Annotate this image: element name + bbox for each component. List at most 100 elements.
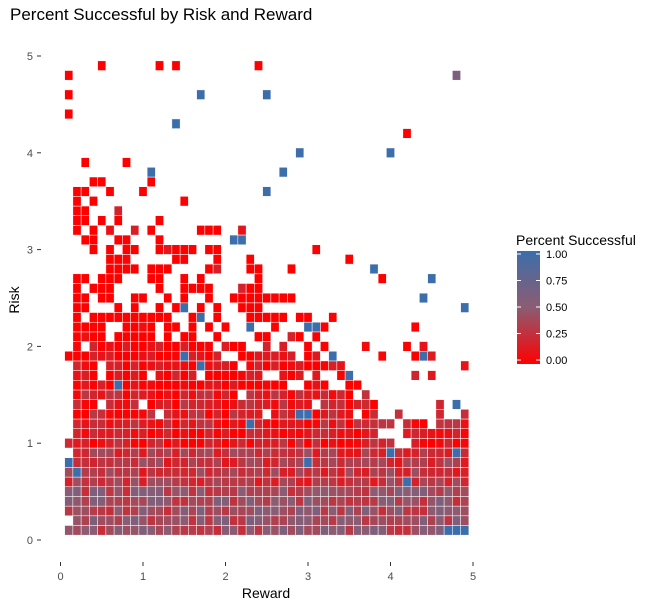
heatmap-cell — [188, 370, 197, 381]
heatmap-cell — [89, 380, 98, 391]
heatmap-cell — [80, 186, 90, 197]
heatmap-cells — [64, 60, 470, 536]
heatmap-cell — [196, 418, 206, 429]
heatmap-cell — [303, 380, 313, 391]
heatmap-cell — [270, 505, 280, 517]
heatmap-cell — [245, 525, 255, 536]
heatmap-cell — [72, 321, 82, 333]
heatmap-cell — [303, 360, 313, 371]
heatmap-cell — [89, 515, 98, 526]
heatmap-cell — [328, 457, 338, 468]
heatmap-cell — [254, 486, 263, 497]
heatmap-cell — [130, 350, 140, 362]
heatmap-cell — [361, 486, 371, 497]
heatmap-cell — [278, 505, 288, 517]
heatmap-cell — [229, 418, 239, 429]
heatmap-cell — [369, 447, 379, 458]
heatmap-cell — [212, 428, 222, 439]
heatmap-cell — [89, 225, 98, 236]
heatmap-cell — [80, 215, 90, 226]
heatmap-cell — [155, 263, 164, 275]
heatmap-cell — [204, 399, 214, 410]
heatmap-cell — [80, 157, 90, 168]
heatmap-cell — [122, 447, 131, 458]
heatmap-cell — [72, 370, 82, 381]
heatmap-cell — [89, 467, 98, 478]
heatmap-cell — [171, 467, 181, 478]
heatmap-cell — [138, 321, 148, 333]
heatmap-cell — [72, 312, 82, 323]
heatmap-cell — [196, 447, 206, 458]
heatmap-cell — [303, 457, 313, 468]
heatmap-cell — [188, 312, 197, 323]
heatmap-cell — [72, 399, 82, 410]
heatmap-cell — [179, 457, 189, 468]
heatmap-cell — [344, 505, 354, 517]
heatmap-cell — [229, 234, 239, 246]
heatmap-cell — [237, 476, 247, 488]
heatmap-cell — [105, 263, 115, 275]
heatmap-cell — [146, 380, 156, 391]
heatmap-cell — [410, 428, 420, 439]
heatmap-cell — [171, 302, 181, 313]
heatmap-cell — [278, 360, 288, 371]
heatmap-cell — [427, 467, 437, 478]
heatmap-cell — [113, 302, 123, 313]
heatmap-cell — [245, 486, 255, 497]
heatmap-cell — [419, 438, 428, 449]
heatmap-cell — [105, 244, 115, 255]
y-axis-title: Risk — [6, 285, 22, 313]
heatmap-cell — [443, 438, 453, 449]
heatmap-cell — [122, 244, 131, 255]
heatmap-cell — [344, 428, 354, 439]
heatmap-cell — [262, 515, 272, 526]
heatmap-cell — [427, 350, 437, 362]
heatmap-cell — [72, 457, 82, 468]
heatmap-cell — [163, 244, 173, 255]
heatmap-cell — [155, 341, 164, 352]
heatmap-cell — [336, 360, 346, 371]
heatmap-cell — [130, 476, 140, 488]
heatmap-cell — [254, 476, 263, 488]
heatmap-cell — [402, 486, 412, 497]
heatmap-cell — [179, 496, 189, 507]
heatmap-cell — [72, 515, 82, 526]
heatmap-cell — [221, 486, 230, 497]
heatmap-cell — [303, 467, 313, 478]
heatmap-cell — [97, 428, 107, 439]
heatmap-cell — [287, 496, 296, 507]
heatmap-cell — [278, 525, 288, 536]
heatmap-cell — [278, 438, 288, 449]
x-tick-label: 4 — [387, 571, 393, 583]
heatmap-cell — [435, 496, 445, 507]
heatmap-cell — [221, 360, 230, 371]
heatmap-cell — [254, 525, 263, 536]
heatmap-cell — [138, 350, 148, 362]
heatmap-cell — [221, 370, 230, 381]
heatmap-cell — [188, 525, 197, 536]
heatmap-cell — [328, 476, 338, 488]
heatmap-cell — [386, 505, 395, 517]
heatmap-cell — [179, 360, 189, 371]
heatmap-cell — [89, 196, 98, 207]
heatmap-cell — [122, 263, 131, 275]
heatmap-cell — [328, 360, 338, 371]
heatmap-cell — [80, 486, 90, 497]
heatmap-cell — [443, 496, 453, 507]
heatmap-cell — [130, 380, 140, 391]
heatmap-cell — [237, 409, 247, 420]
heatmap-cell — [295, 525, 305, 536]
heatmap-cell — [229, 525, 239, 536]
heatmap-cell — [278, 292, 288, 304]
x-axis-title: Reward — [242, 585, 290, 601]
heatmap-cell — [146, 360, 156, 371]
heatmap-cell — [196, 380, 206, 391]
heatmap-cell — [287, 486, 296, 497]
heatmap-cell — [155, 244, 164, 255]
heatmap-cell — [97, 380, 107, 391]
heatmap-cell — [278, 389, 288, 400]
heatmap-cell — [130, 447, 140, 458]
heatmap-cell — [270, 312, 280, 323]
heatmap-cell — [171, 321, 181, 333]
heatmap-cell — [122, 486, 131, 497]
